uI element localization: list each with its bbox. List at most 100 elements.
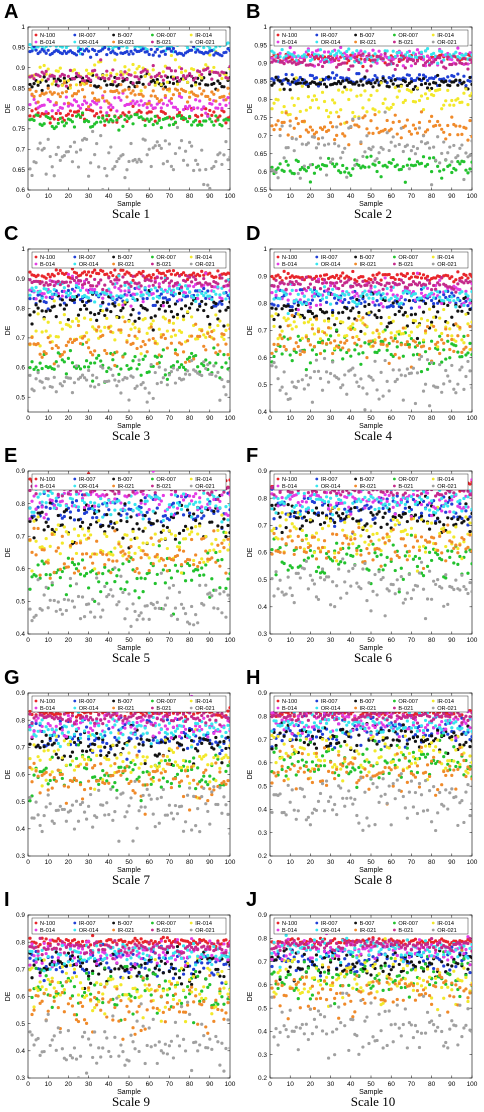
data-point [111, 167, 115, 171]
x-tick-label: 40 [105, 637, 113, 644]
data-point [74, 92, 79, 96]
data-point [308, 125, 312, 129]
data-point [129, 115, 133, 119]
data-point [151, 68, 155, 72]
data-point [121, 153, 125, 157]
data-point [226, 379, 230, 384]
data-point [377, 160, 381, 165]
data-point [149, 275, 153, 280]
data-point [381, 342, 385, 346]
data-point [46, 98, 50, 102]
data-point [274, 289, 278, 294]
data-point [460, 365, 464, 369]
data-point [222, 324, 226, 328]
data-point [149, 316, 153, 320]
data-point [345, 392, 349, 396]
series-b-014 [28, 471, 230, 521]
data-point [190, 351, 194, 356]
data-point [381, 394, 385, 398]
data-point [304, 368, 308, 372]
data-point [292, 149, 296, 153]
data-point [163, 74, 167, 78]
data-point [335, 316, 339, 321]
data-point [335, 328, 339, 332]
data-point [121, 315, 125, 319]
data-point [214, 160, 218, 164]
y-tick-label: 0.75 [12, 126, 25, 133]
data-point [397, 356, 401, 360]
data-point [444, 137, 448, 141]
data-point [335, 82, 339, 86]
data-point [290, 288, 294, 292]
data-point [54, 111, 58, 116]
data-point [419, 354, 424, 359]
legend-box [273, 251, 469, 269]
data-point [103, 166, 107, 171]
data-point [188, 290, 192, 294]
data-point [218, 398, 222, 402]
data-point [139, 284, 143, 288]
data-point [220, 335, 224, 339]
data-point [169, 117, 174, 121]
data-point [82, 316, 87, 320]
data-point [190, 84, 194, 88]
data-point [36, 279, 40, 284]
y-tick-label: 0.6 [16, 187, 25, 194]
data-point [151, 522, 155, 526]
data-point [95, 356, 99, 360]
data-point [288, 397, 292, 401]
data-point [282, 87, 286, 91]
data-point [93, 68, 97, 72]
data-point [165, 276, 169, 280]
data-point [30, 173, 34, 178]
data-point [320, 127, 325, 132]
data-point [119, 328, 123, 332]
data-point [395, 163, 399, 167]
data-point [288, 336, 292, 340]
data-point [450, 170, 454, 175]
data-point [341, 76, 345, 80]
data-point [44, 295, 48, 299]
data-point [40, 366, 44, 371]
data-point [464, 52, 468, 56]
data-point [36, 147, 40, 151]
data-point [320, 90, 325, 94]
data-point [367, 311, 371, 315]
data-point [181, 513, 186, 517]
data-point [185, 527, 190, 531]
data-point [310, 128, 315, 132]
data-point [381, 147, 385, 151]
data-point [310, 348, 315, 352]
data-point [351, 290, 355, 294]
data-point [198, 86, 202, 90]
data-point [438, 123, 442, 127]
data-point [310, 290, 315, 294]
data-point [367, 302, 371, 307]
data-point [192, 106, 196, 110]
data-point [111, 68, 115, 72]
data-point [117, 96, 121, 100]
data-point [432, 145, 436, 149]
data-point [228, 155, 230, 159]
data-point [425, 278, 430, 282]
data-point [345, 78, 349, 82]
data-point [399, 301, 403, 305]
data-point [284, 287, 288, 291]
data-point [194, 525, 198, 529]
data-point [389, 288, 393, 292]
data-point [48, 90, 52, 94]
data-point [228, 48, 230, 53]
data-point [30, 74, 34, 78]
data-point [202, 276, 206, 281]
data-point [173, 69, 178, 73]
data-point [373, 52, 377, 56]
data-point [68, 376, 73, 380]
data-point [369, 93, 373, 97]
data-point [82, 95, 87, 99]
x-tick-label: 10 [45, 637, 53, 644]
data-point [151, 336, 155, 341]
data-point [137, 80, 141, 85]
data-point [425, 47, 430, 51]
data-point [145, 308, 149, 312]
data-point [101, 572, 105, 576]
